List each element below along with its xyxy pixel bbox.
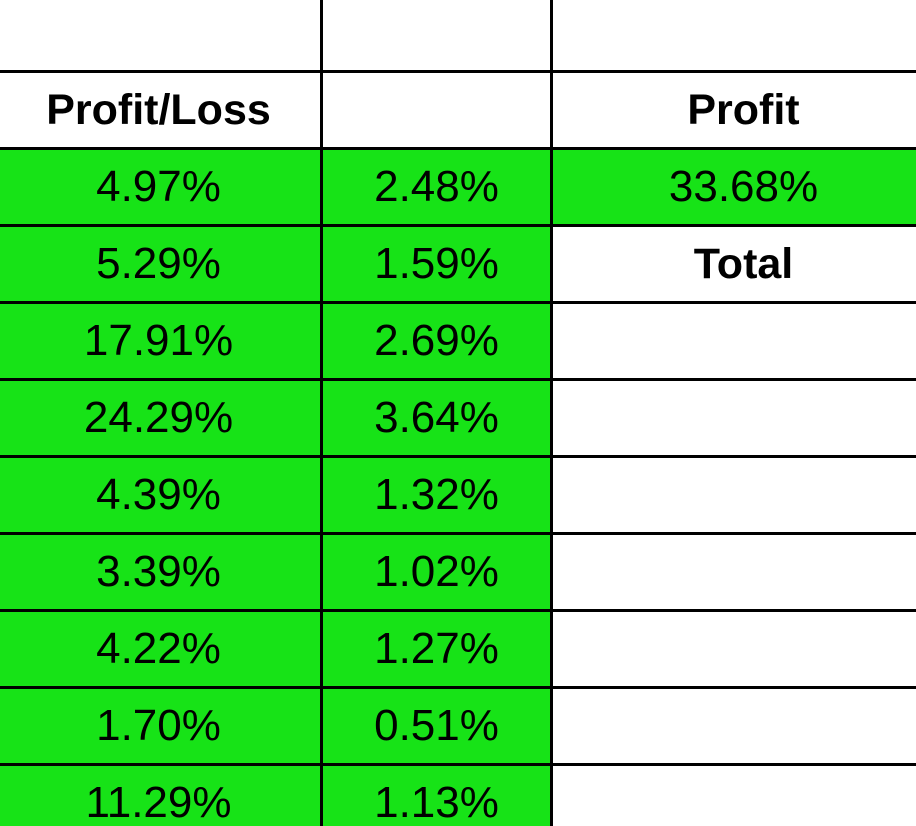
table-row: 24.29% 3.64%: [0, 378, 916, 458]
table-row: 3.39% 1.02%: [0, 532, 916, 612]
cell-profit-loss[interactable]: 4.97%: [0, 147, 323, 227]
cell-total-label[interactable]: Total: [550, 224, 916, 304]
table-row: 1.70% 0.51%: [0, 686, 916, 766]
cell-profit-loss[interactable]: 24.29%: [0, 378, 323, 458]
cell-empty[interactable]: [550, 609, 916, 689]
cell-profit-loss[interactable]: 5.29%: [0, 224, 323, 304]
table-row: 17.91% 2.69%: [0, 301, 916, 381]
cell-empty[interactable]: [550, 378, 916, 458]
cell-value-b[interactable]: 0.51%: [320, 686, 553, 766]
cell-blank-b[interactable]: [320, 0, 553, 73]
cell-profit-loss[interactable]: 3.39%: [0, 532, 323, 612]
cell-empty[interactable]: [550, 763, 916, 826]
table-row: 4.97% 2.48% 33.68%: [0, 147, 916, 227]
header-row: Profit/Loss Profit: [0, 70, 916, 150]
cell-value-b[interactable]: 1.13%: [320, 763, 553, 826]
cell-profit-loss[interactable]: 11.29%: [0, 763, 323, 826]
cell-empty[interactable]: [550, 455, 916, 535]
table-row: 4.22% 1.27%: [0, 609, 916, 689]
cell-value-b[interactable]: 3.64%: [320, 378, 553, 458]
cell-blank-c[interactable]: [550, 0, 916, 73]
header-cell-empty[interactable]: [320, 70, 553, 150]
cell-value-b[interactable]: 1.59%: [320, 224, 553, 304]
cell-value-b[interactable]: 2.48%: [320, 147, 553, 227]
header-cell-profit[interactable]: Profit: [550, 70, 916, 150]
cell-empty[interactable]: [550, 686, 916, 766]
cell-empty[interactable]: [550, 301, 916, 381]
header-cell-profit-loss[interactable]: Profit/Loss: [0, 70, 323, 150]
blank-row: [0, 0, 916, 73]
cell-empty[interactable]: [550, 532, 916, 612]
cell-profit-loss[interactable]: 4.22%: [0, 609, 323, 689]
cell-value-b[interactable]: 2.69%: [320, 301, 553, 381]
table-row: 5.29% 1.59% Total: [0, 224, 916, 304]
cell-profit-loss[interactable]: 17.91%: [0, 301, 323, 381]
table-row: 11.29% 1.13%: [0, 763, 916, 826]
cell-blank-a[interactable]: [0, 0, 323, 73]
cell-profit-loss[interactable]: 4.39%: [0, 455, 323, 535]
cell-profit-total-value[interactable]: 33.68%: [550, 147, 916, 227]
cell-value-b[interactable]: 1.27%: [320, 609, 553, 689]
cell-value-b[interactable]: 1.32%: [320, 455, 553, 535]
table-row: 4.39% 1.32%: [0, 455, 916, 535]
cell-value-b[interactable]: 1.02%: [320, 532, 553, 612]
cell-profit-loss[interactable]: 1.70%: [0, 686, 323, 766]
